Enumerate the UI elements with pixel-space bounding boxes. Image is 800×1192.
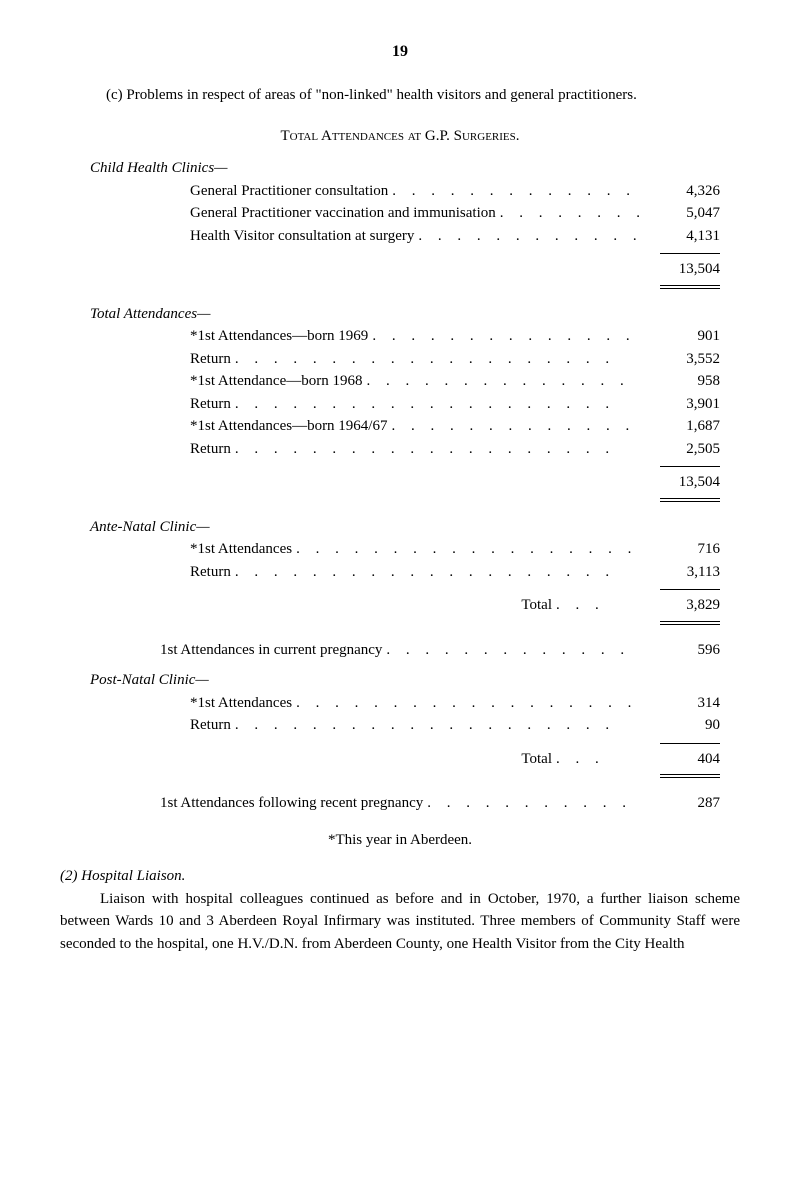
row-value: 958 xyxy=(640,370,720,393)
leader-dots: . . . . . . . . . . . . . . . . . . . . xyxy=(388,180,640,203)
row-value: 1,687 xyxy=(640,415,720,438)
table-row: Health Visitor consultation at surgery .… xyxy=(190,225,720,248)
total-row: Total . . . 3,829 xyxy=(160,594,720,617)
hospital-liaison-section: (2) Hospital Liaison. Liaison with hospi… xyxy=(60,865,740,955)
leader-dots: . . . . . . . . . . . . . . . . . . . . xyxy=(362,370,640,393)
row-label: Return xyxy=(190,561,231,584)
table-row: 1st Attendances following recent pregnan… xyxy=(160,792,720,815)
subtotal-value: 13,504 xyxy=(60,258,720,281)
leader-dots: . . . . . . . . . . . . . . . . . . . . xyxy=(292,692,640,715)
row-value: 4,326 xyxy=(640,180,720,203)
rule-single xyxy=(660,466,720,467)
rule-single xyxy=(660,253,720,254)
row-value: 716 xyxy=(640,538,720,561)
table-row: Return . . . . . . . . . . . . . . . . .… xyxy=(190,393,720,416)
leader-dots: . . . . . . . . . . . . . . . . . . . . xyxy=(382,639,640,662)
table-row: *1st Attendance—born 1968 . . . . . . . … xyxy=(190,370,720,393)
row-value: 5,047 xyxy=(640,202,720,225)
table-row: Return . . . . . . . . . . . . . . . . .… xyxy=(190,561,720,584)
post-natal-heading: Post-Natal Clinic— xyxy=(90,669,740,692)
leader-dots: . . . . . . . . . . . . . . . . . . . . xyxy=(423,792,640,815)
row-label: Health Visitor consultation at surgery xyxy=(190,225,414,248)
row-label: General Practitioner consultation xyxy=(190,180,388,203)
row-value: 3,113 xyxy=(640,561,720,584)
rule-double xyxy=(660,498,720,502)
leader-dots: . . . . . . . . . . . . . . . . . . . . xyxy=(231,714,640,737)
para-c-text: (c) Problems in respect of areas of "non… xyxy=(106,87,637,103)
row-label: Return xyxy=(190,348,231,371)
child-health-heading: Child Health Clinics— xyxy=(90,157,740,180)
table-row: General Practitioner vaccination and imm… xyxy=(190,202,720,225)
total-value: 404 xyxy=(640,748,720,771)
section-title: Total Attendances at G.P. Surgeries. xyxy=(60,125,740,148)
leader-dots: . . . . . . . . . . . . . . . . . . . . xyxy=(496,202,640,225)
leader-dots: . . . xyxy=(552,748,640,771)
table-row: Return . . . . . . . . . . . . . . . . .… xyxy=(190,348,720,371)
subtotal-value: 13,504 xyxy=(60,471,720,494)
row-label: Return xyxy=(190,438,231,461)
leader-dots: . . . . . . . . . . . . . . . . . . . . xyxy=(414,225,640,248)
rule-single xyxy=(660,589,720,590)
paragraph-c: (c) Problems in respect of areas of "non… xyxy=(106,84,740,107)
row-label: 1st Attendances following recent pregnan… xyxy=(160,792,423,815)
hospital-heading: (2) Hospital Liaison. xyxy=(60,865,740,888)
total-row: Total . . . 404 xyxy=(160,748,720,771)
row-label: *1st Attendances xyxy=(190,692,292,715)
table-row: Return . . . . . . . . . . . . . . . . .… xyxy=(190,714,720,737)
row-value: 314 xyxy=(640,692,720,715)
row-value: 4,131 xyxy=(640,225,720,248)
leader-dots: . . . . . . . . . . . . . . . . . . . . xyxy=(292,538,640,561)
total-value: 3,829 xyxy=(640,594,720,617)
table-row: 1st Attendances in current pregnancy . .… xyxy=(160,639,720,662)
row-label: Return xyxy=(190,714,231,737)
total-attendances-section: Total Attendances— *1st Attendances—born… xyxy=(90,303,740,461)
footnote: *This year in Aberdeen. xyxy=(60,829,740,852)
leader-dots: . . . . . . . . . . . . . . . . . . . . xyxy=(231,561,640,584)
hospital-body: Liaison with hospital colleagues continu… xyxy=(60,888,740,956)
row-label: *1st Attendances—born 1969 xyxy=(190,325,368,348)
rule-double xyxy=(660,285,720,289)
leader-dots: . . . . . . . . . . . . . . . . . . . . xyxy=(231,393,640,416)
total-label: Total xyxy=(521,748,552,771)
post-natal-section: Post-Natal Clinic— *1st Attendances . . … xyxy=(90,669,740,737)
table-row: *1st Attendances—born 1969 . . . . . . .… xyxy=(190,325,720,348)
row-label: *1st Attendances xyxy=(190,538,292,561)
page-number: 19 xyxy=(60,40,740,64)
row-label: 1st Attendances in current pregnancy xyxy=(160,639,382,662)
rule-single xyxy=(660,743,720,744)
row-label: Return xyxy=(190,393,231,416)
table-row: *1st Attendances . . . . . . . . . . . .… xyxy=(190,692,720,715)
leader-dots: . . . . . . . . . . . . . . . . . . . . xyxy=(231,348,640,371)
ante-natal-heading: Ante-Natal Clinic— xyxy=(90,516,740,539)
table-row: General Practitioner consultation . . . … xyxy=(190,180,720,203)
row-label: *1st Attendances—born 1964/67 xyxy=(190,415,387,438)
table-row: *1st Attendances—born 1964/67 . . . . . … xyxy=(190,415,720,438)
row-value: 90 xyxy=(640,714,720,737)
row-value: 2,505 xyxy=(640,438,720,461)
child-health-section: Child Health Clinics— General Practition… xyxy=(90,157,740,247)
leader-dots: . . . . . . . . . . . . . . . . . . . . xyxy=(368,325,640,348)
ante-natal-section: Ante-Natal Clinic— *1st Attendances . . … xyxy=(90,516,740,584)
table-row: Return . . . . . . . . . . . . . . . . .… xyxy=(190,438,720,461)
row-value: 3,552 xyxy=(640,348,720,371)
leader-dots: . . . . . . . . . . . . . . . . . . . . xyxy=(387,415,640,438)
row-value: 287 xyxy=(640,792,720,815)
leader-dots: . . . . . . . . . . . . . . . . . . . . xyxy=(231,438,640,461)
total-attendances-heading: Total Attendances— xyxy=(90,303,740,326)
total-label: Total xyxy=(521,594,552,617)
leader-dots: . . . xyxy=(552,594,640,617)
row-label: General Practitioner vaccination and imm… xyxy=(190,202,496,225)
table-row: *1st Attendances . . . . . . . . . . . .… xyxy=(190,538,720,561)
rule-double xyxy=(660,774,720,778)
row-value: 3,901 xyxy=(640,393,720,416)
row-value: 596 xyxy=(640,639,720,662)
row-label: *1st Attendance—born 1968 xyxy=(190,370,362,393)
row-value: 901 xyxy=(640,325,720,348)
rule-double xyxy=(660,621,720,625)
